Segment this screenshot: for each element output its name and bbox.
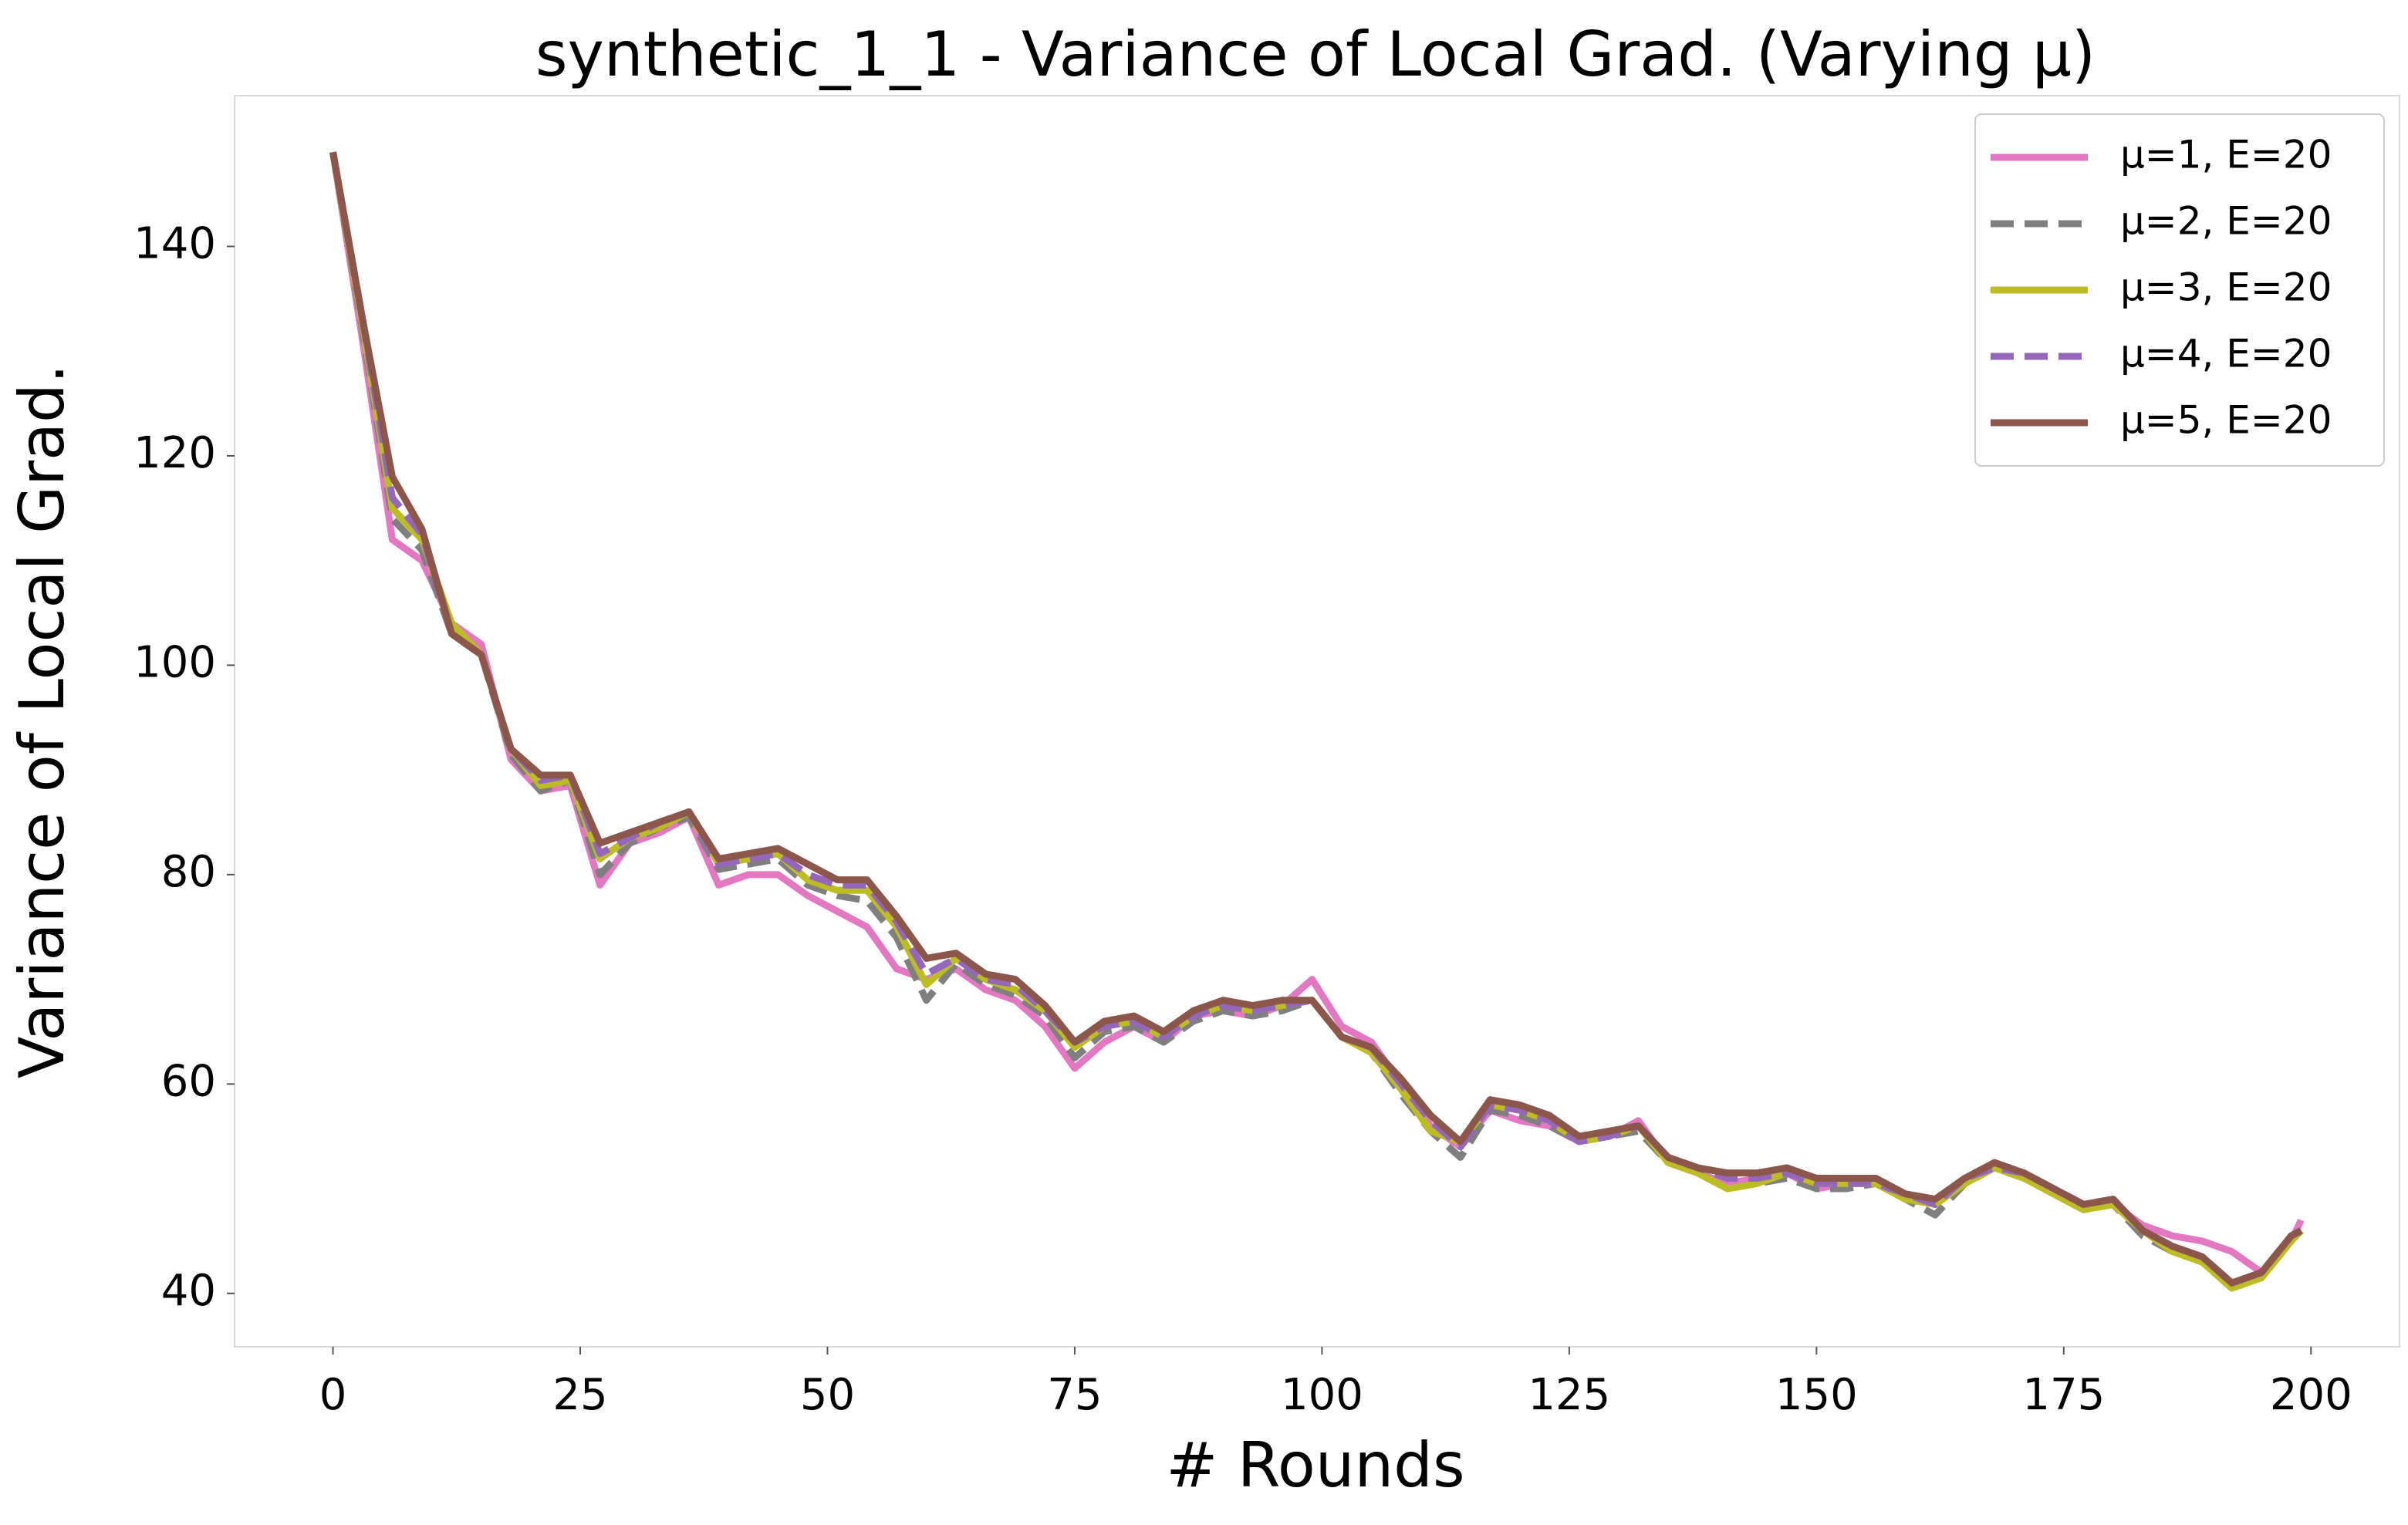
x-tick-label: 200 — [2270, 1370, 2352, 1420]
y-tick-label: 60 — [161, 1056, 216, 1106]
x-tick-label: 50 — [800, 1370, 855, 1420]
legend-label: μ=2, E=20 — [2120, 199, 2332, 244]
series-line — [329, 151, 2303, 1287]
x-tick-label: 25 — [552, 1370, 607, 1420]
legend: μ=1, E=20 μ=2, E=20 μ=3, E=20 μ=4, E=20 μ=5,… — [1974, 113, 2385, 467]
x-tick-label: 75 — [1047, 1370, 1102, 1420]
x-tick-label: 150 — [1775, 1370, 1858, 1420]
y-tick-label: 100 — [133, 638, 216, 688]
x-axis-label: # Rounds — [1166, 1429, 1464, 1501]
y-tick-label: 80 — [161, 847, 216, 897]
chart-title: synthetic_1_1 - Variance of Local Grad. … — [535, 19, 2096, 90]
y-tick-label: 140 — [133, 219, 216, 269]
y-axis-label: Variance of Local Grad. — [6, 364, 78, 1078]
legend-label: μ=1, E=20 — [2120, 133, 2332, 177]
legend-label: μ=4, E=20 — [2120, 332, 2332, 376]
y-tick-label: 120 — [133, 428, 216, 478]
x-tick-label: 125 — [1528, 1370, 1610, 1420]
plot-frame — [234, 95, 2400, 1348]
legend-label: μ=3, E=20 — [2120, 265, 2332, 310]
y-tick-label: 40 — [161, 1266, 216, 1316]
x-tick-label: 175 — [2022, 1370, 2105, 1420]
x-tick-label: 100 — [1281, 1370, 1363, 1420]
legend-box — [1974, 113, 2385, 467]
x-tick-label: 0 — [319, 1370, 347, 1420]
legend-label: μ=5, E=20 — [2120, 398, 2332, 443]
